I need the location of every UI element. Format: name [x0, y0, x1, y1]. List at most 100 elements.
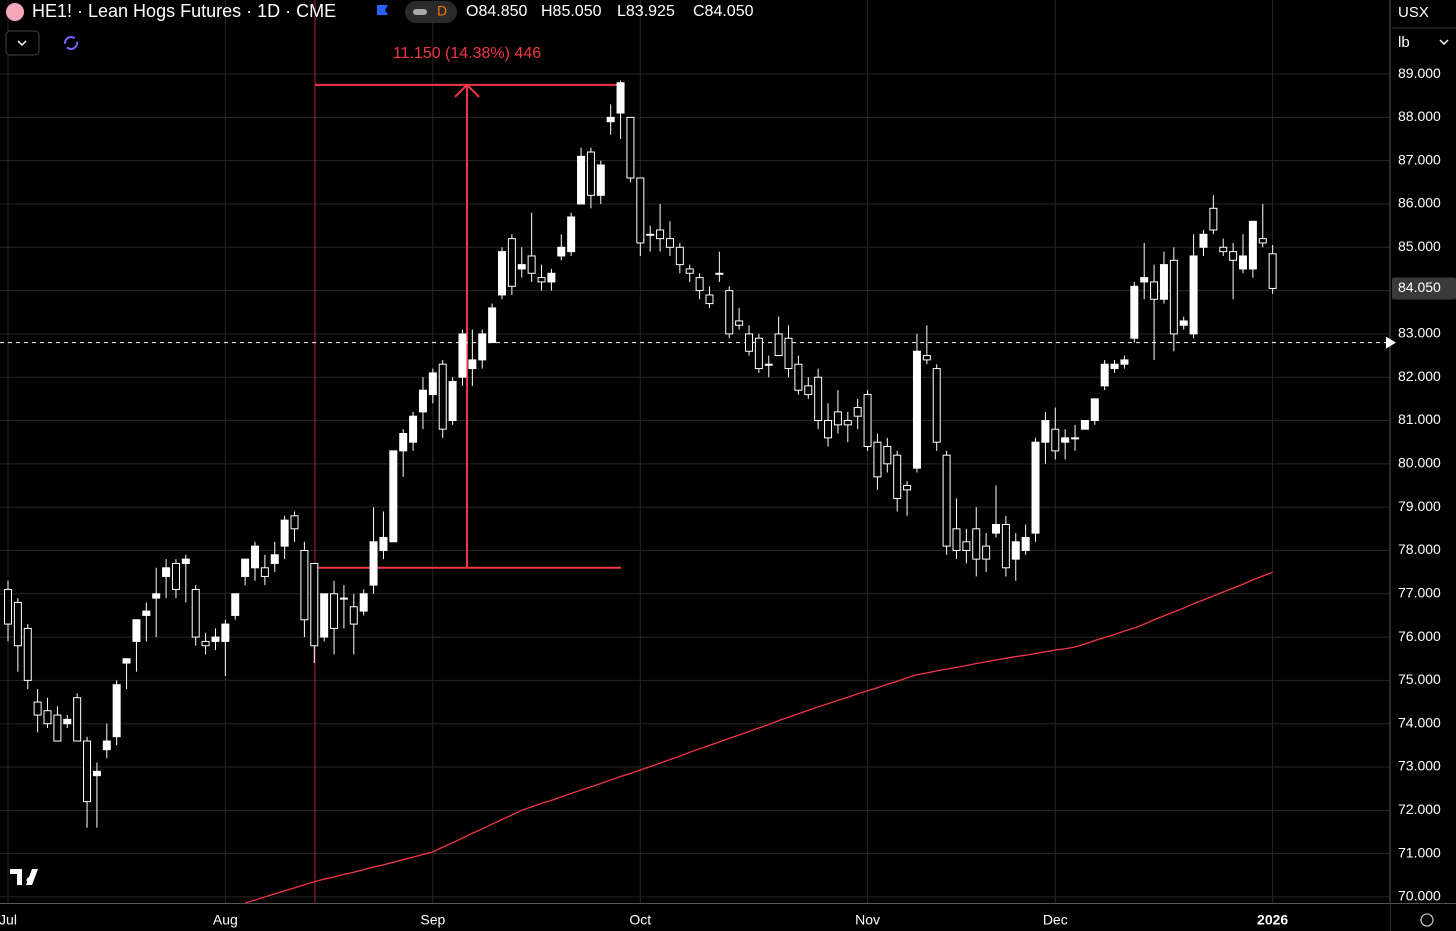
candle-body — [418, 389, 427, 413]
unit-label[interactable]: lb — [1398, 34, 1410, 51]
sync-icon[interactable] — [64, 36, 78, 50]
ohlc-high: H85.050 — [541, 3, 602, 20]
candle-body — [685, 268, 694, 274]
candle-body — [1268, 253, 1277, 289]
candle-body — [92, 770, 101, 777]
candle-body — [379, 536, 388, 551]
candle-body — [1179, 320, 1188, 326]
candle-body — [912, 350, 921, 469]
candle-body — [389, 450, 398, 543]
candle-body — [488, 307, 497, 344]
last-price-box — [1392, 277, 1456, 300]
time-axis — [0, 904, 1390, 931]
y-tick-label: 88.000 — [1398, 108, 1441, 124]
candle-body — [83, 740, 92, 803]
candle-body — [468, 359, 477, 370]
candle-body — [1021, 536, 1030, 551]
candle-body — [547, 272, 556, 283]
candle-body — [399, 433, 408, 452]
currency-label[interactable]: USX — [1398, 4, 1429, 21]
candle-body — [1061, 437, 1070, 443]
symbol-icon[interactable] — [6, 3, 24, 21]
candle-body — [191, 588, 200, 638]
interval-button[interactable]: D — [437, 3, 447, 19]
y-tick-label: 81.000 — [1398, 411, 1441, 427]
collapse-button[interactable] — [5, 30, 40, 56]
candle-body — [221, 623, 230, 642]
flag-icon[interactable] — [377, 5, 388, 15]
measure-arrowhead — [454, 83, 480, 98]
candle-body — [1071, 437, 1080, 440]
x-tick-label: Jul — [0, 912, 17, 928]
candle-body — [764, 363, 773, 366]
ohlc-open: O84.850 — [466, 3, 527, 20]
candle-body — [1031, 441, 1040, 534]
candle-body — [1051, 428, 1060, 452]
candle-body — [359, 593, 368, 612]
x-tick-label: Dec — [1043, 912, 1068, 928]
candle-body — [448, 381, 457, 422]
candle-body — [833, 411, 842, 426]
candle-body — [1100, 363, 1109, 387]
symbol-title[interactable]: HE1! · Lean Hogs Futures · 1D · CME — [32, 1, 336, 21]
y-tick-label: 74.000 — [1398, 714, 1441, 730]
candle-body — [952, 528, 961, 551]
candle-body — [1159, 264, 1168, 300]
candle-body — [922, 355, 931, 361]
candle-body — [1189, 255, 1198, 335]
y-tick-label: 89.000 — [1398, 65, 1441, 81]
candle-body — [784, 337, 793, 370]
candle-body — [1130, 285, 1139, 339]
settings-icon[interactable] — [1420, 913, 1434, 927]
plot-area: 11.150 (14.38%) 446 — [0, 0, 1390, 904]
candle-body — [695, 277, 704, 292]
candle-body — [152, 593, 161, 599]
measure-label: 11.150 (14.38%) 446 — [393, 45, 541, 62]
y-tick-label: 71.000 — [1398, 844, 1441, 860]
y-tick-label: 87.000 — [1398, 151, 1441, 167]
candle-body — [181, 558, 190, 564]
toggle[interactable] — [405, 1, 457, 23]
candle-body — [162, 567, 171, 577]
candle-body — [428, 372, 437, 396]
candle-body — [942, 454, 951, 547]
candle-body — [280, 519, 289, 547]
candle-body — [517, 264, 526, 270]
candle-body — [1150, 281, 1159, 300]
candle-body — [715, 272, 724, 275]
candle-body — [675, 246, 684, 266]
last-price-label: 84.050 — [1398, 279, 1441, 295]
x-tick-label: Aug — [213, 912, 238, 928]
candle-body — [53, 714, 62, 742]
candle-body — [201, 640, 210, 647]
candle-body — [132, 619, 141, 642]
chevron — [1439, 39, 1449, 46]
candle-body — [1258, 238, 1267, 244]
candle-body — [1090, 398, 1099, 422]
candle-body — [260, 567, 269, 577]
candle-body — [438, 363, 447, 430]
y-tick-label: 86.000 — [1398, 195, 1441, 211]
candle-body — [112, 684, 121, 738]
candle-body — [982, 545, 991, 560]
y-tick-label: 83.000 — [1398, 325, 1441, 341]
y-tick-label: 75.000 — [1398, 671, 1441, 687]
candle-body — [863, 394, 872, 448]
candle-body — [992, 523, 1000, 534]
candle-body — [794, 363, 803, 391]
candle-body — [735, 320, 744, 326]
candle-body — [300, 549, 309, 621]
candle-body — [873, 441, 882, 478]
candle-body — [241, 558, 250, 577]
toggle-knob — [413, 9, 427, 15]
candle-body — [1110, 363, 1119, 370]
candle-body — [577, 155, 586, 205]
candle-body — [4, 588, 12, 625]
candle-body — [330, 593, 339, 629]
candle-body — [23, 627, 32, 681]
chevron — [17, 40, 27, 47]
candle-body — [1199, 233, 1208, 248]
candle-body — [310, 562, 319, 647]
